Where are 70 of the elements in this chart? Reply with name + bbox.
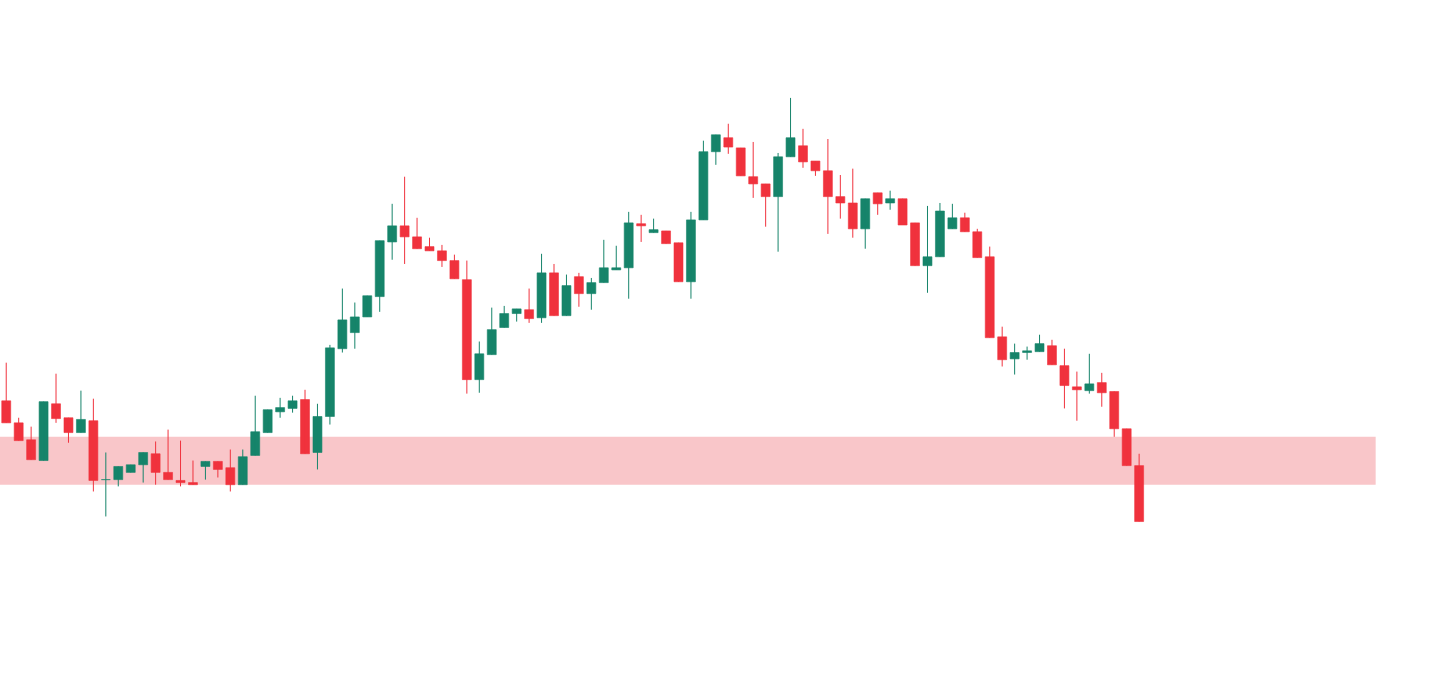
candlestick (922, 205, 933, 294)
candlestick (673, 242, 684, 283)
candlestick (374, 239, 385, 313)
candlestick (113, 465, 124, 487)
candlestick (810, 160, 821, 177)
candlestick (175, 439, 186, 487)
candlestick (785, 97, 796, 158)
candlestick (798, 128, 808, 169)
candlestick (711, 134, 721, 166)
candlestick (200, 460, 211, 480)
candlestick (150, 440, 161, 485)
candlestick (636, 214, 646, 243)
candlestick (13, 417, 24, 441)
candlestick (486, 306, 497, 355)
candlestick (910, 222, 920, 266)
candlestick (250, 395, 260, 456)
candlestick (872, 192, 883, 216)
candlestick (648, 217, 659, 233)
candlestick (698, 139, 709, 221)
candlestick (1059, 348, 1070, 409)
candlestick (1109, 390, 1120, 438)
candlestick (586, 277, 597, 311)
candlestick (449, 253, 460, 280)
candlestick (138, 451, 148, 483)
candlestick (287, 395, 298, 413)
candlestick (1084, 353, 1095, 394)
candlestick (38, 400, 49, 461)
candlestick (735, 147, 746, 177)
candlestick (835, 174, 846, 219)
candlestick (1, 361, 12, 424)
candlestick (1022, 345, 1032, 361)
candlestick (262, 409, 273, 433)
candlestick (536, 253, 547, 324)
candlestick (312, 403, 323, 470)
candlestick (237, 448, 248, 485)
candlestick (1034, 334, 1045, 352)
candlestick (337, 287, 348, 353)
candlestick (63, 417, 74, 444)
candlestick (947, 203, 958, 230)
candlestick (885, 189, 895, 211)
candlestick (424, 237, 435, 252)
candlestick (350, 301, 360, 349)
candlestick (748, 141, 758, 199)
candlestick (1097, 372, 1107, 408)
candlestick (188, 459, 198, 485)
candlestick (897, 198, 908, 226)
candlestick (1072, 370, 1082, 422)
candlestick (225, 448, 236, 492)
candlestick (960, 212, 970, 233)
candlestick (1009, 342, 1020, 375)
candlestick (511, 308, 522, 322)
candlestick (599, 239, 609, 283)
candlestick (997, 325, 1007, 367)
candlestick (661, 230, 671, 244)
candlestick (1121, 428, 1132, 466)
candlestick (984, 245, 995, 338)
candlestick (561, 273, 572, 316)
candlestick (399, 176, 410, 265)
candlestick (860, 198, 871, 250)
candlestick (474, 340, 485, 394)
candlestick (499, 305, 509, 328)
candlestick (760, 183, 771, 227)
candlestick (362, 295, 373, 318)
candlestick (611, 245, 622, 271)
candlestick (623, 211, 634, 300)
candlestick (723, 123, 734, 155)
candlestick (88, 397, 99, 492)
candlestick (848, 167, 858, 239)
candlestick (387, 203, 397, 261)
candlestick (972, 228, 983, 258)
